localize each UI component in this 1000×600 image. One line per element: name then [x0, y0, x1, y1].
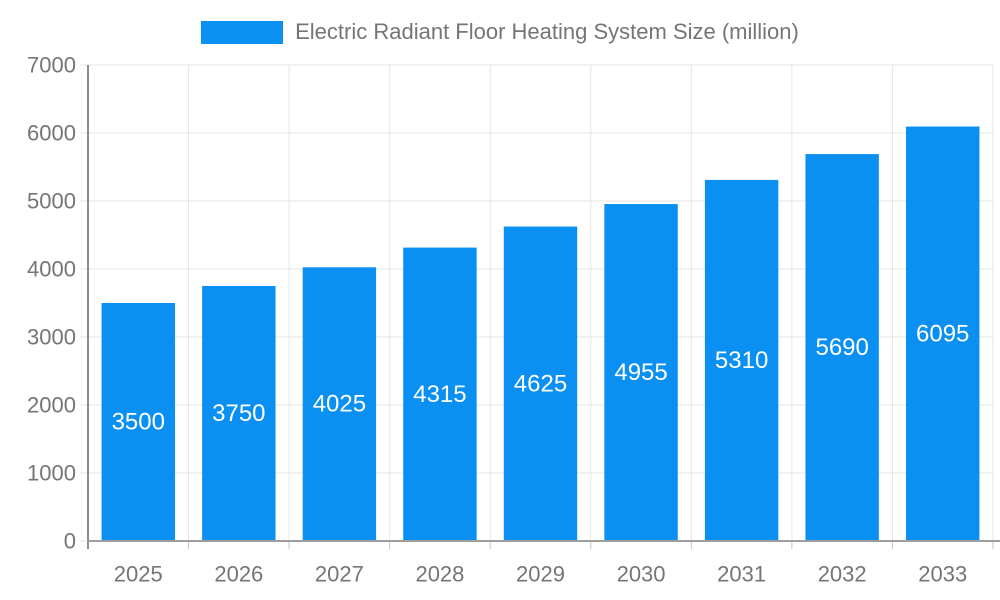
y-axis-label: 0	[64, 529, 76, 554]
y-axis-label: 6000	[27, 121, 76, 146]
legend-label: Electric Radiant Floor Heating System Si…	[295, 19, 799, 44]
y-axis-label: 4000	[27, 257, 76, 282]
y-axis-label: 3000	[27, 325, 76, 350]
bar-2028[interactable]	[403, 247, 477, 541]
x-axis-label: 2025	[114, 562, 163, 587]
bar-value-label: 5690	[815, 334, 868, 361]
bar-2026[interactable]	[202, 286, 276, 541]
x-axis-label: 2033	[918, 562, 967, 587]
y-axis-label: 7000	[27, 53, 76, 78]
y-axis-label: 5000	[27, 189, 76, 214]
bar-value-label: 5310	[715, 347, 768, 374]
bar-value-label: 4315	[413, 381, 466, 408]
bar-2029[interactable]	[503, 226, 578, 542]
bar-value-label: 4025	[313, 391, 366, 418]
x-axis-label: 2030	[617, 562, 666, 587]
bar-value-label: 4625	[514, 370, 567, 397]
bar-value-label: 3500	[112, 409, 165, 436]
bar-2032[interactable]	[805, 154, 879, 541]
bar-2027[interactable]	[302, 267, 377, 541]
bar-value-label: 4955	[614, 359, 667, 386]
y-axis-label: 2000	[27, 393, 76, 418]
x-axis-label: 2031	[717, 562, 766, 587]
x-axis-label: 2026	[214, 562, 263, 587]
legend-swatch-icon	[201, 20, 284, 44]
bar-2030[interactable]	[604, 204, 678, 541]
x-axis-label: 2032	[818, 562, 867, 587]
bar-2031[interactable]	[704, 179, 779, 542]
bar-2033[interactable]	[906, 126, 980, 541]
y-axis-label: 1000	[27, 461, 76, 486]
x-axis-label: 2029	[516, 562, 565, 587]
x-axis-label: 2027	[315, 562, 364, 587]
legend[interactable]: Electric Radiant Floor Heating System Si…	[0, 19, 1000, 45]
bar-2025[interactable]	[101, 303, 175, 541]
bar-value-label: 3750	[212, 400, 265, 427]
bar-value-label: 6095	[916, 320, 969, 347]
x-axis-label: 2028	[415, 562, 464, 587]
